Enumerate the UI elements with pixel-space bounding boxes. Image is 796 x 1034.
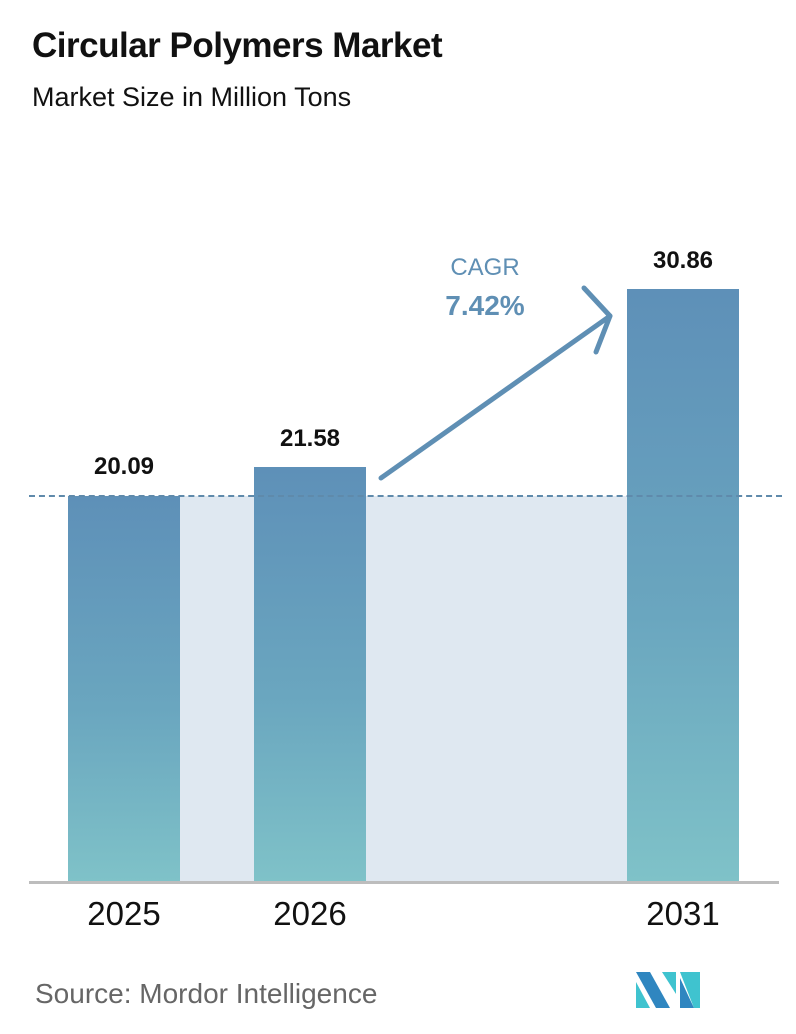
cagr-label: CAGR: [450, 254, 520, 281]
chart-subtitle: Market Size in Million Tons: [32, 82, 352, 112]
x-label-2026: 2026: [273, 895, 347, 932]
source-text: Source: Mordor Intelligence: [35, 978, 378, 1009]
x-label-2031: 2031: [646, 895, 720, 932]
bar-value-2031: 30.86: [652, 247, 714, 274]
x-axis-baseline: [29, 881, 779, 884]
cagr-arrow-icon: [378, 285, 613, 481]
bar-value-2026: 21.58: [279, 425, 341, 452]
cagr-value: 7.42%: [445, 290, 525, 321]
x-label-2025: 2025: [87, 895, 161, 932]
bar-2026: [254, 467, 366, 882]
bar-2031: [627, 289, 739, 882]
bar-2025: [68, 496, 180, 882]
chart-title: Circular Polymers Market: [32, 26, 443, 65]
mordor-intelligence-logo-icon: [636, 972, 700, 1008]
bar-value-2025: 20.09: [93, 453, 155, 480]
reference-dashed-line: [29, 495, 782, 497]
